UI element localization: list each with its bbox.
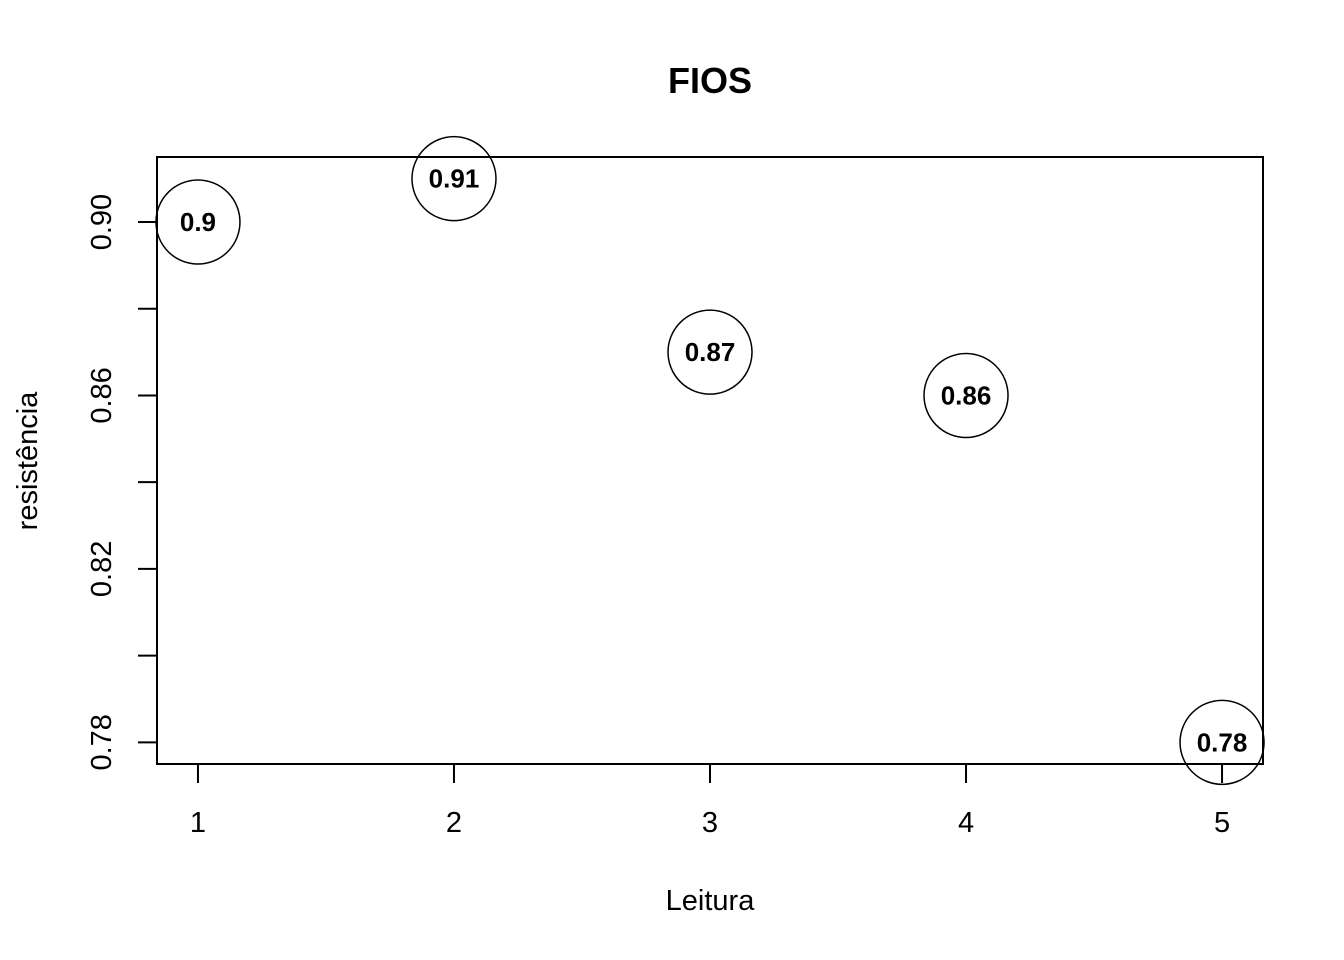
y-tick-label: 0.86 (86, 367, 118, 423)
x-tick-label: 3 (702, 807, 718, 839)
data-points: 0.9 0.91 0.87 0.86 0.78 (155, 135, 1265, 786)
chart-title: FIOS (668, 60, 752, 101)
x-tick-label: 5 (1214, 807, 1230, 839)
x-tick-label: 2 (446, 807, 462, 839)
y-tick-label: 0.82 (86, 541, 118, 597)
plot-area-box (156, 156, 1264, 765)
y-tick-label: 0.90 (86, 194, 118, 250)
y-axis-label: resistência (12, 391, 44, 530)
x-tick-label: 1 (190, 807, 206, 839)
y-axis: 0.78 0.82 0.86 0.90 (86, 194, 157, 771)
data-label: 0.78 (1197, 727, 1248, 757)
data-label: 0.87 (685, 337, 736, 367)
data-point (155, 179, 241, 265)
data-label: 0.91 (429, 164, 480, 194)
data-point (667, 309, 753, 395)
data-point (923, 352, 1009, 439)
data-label: 0.86 (941, 380, 992, 410)
data-point (1179, 699, 1265, 786)
x-axis: 1 2 3 4 5 (190, 764, 1230, 839)
data-point (411, 135, 497, 222)
data-label: 0.9 (180, 207, 216, 237)
x-tick-label: 4 (958, 807, 974, 839)
y-tick-label: 0.78 (86, 714, 118, 770)
x-axis-label: Leitura (666, 885, 756, 917)
